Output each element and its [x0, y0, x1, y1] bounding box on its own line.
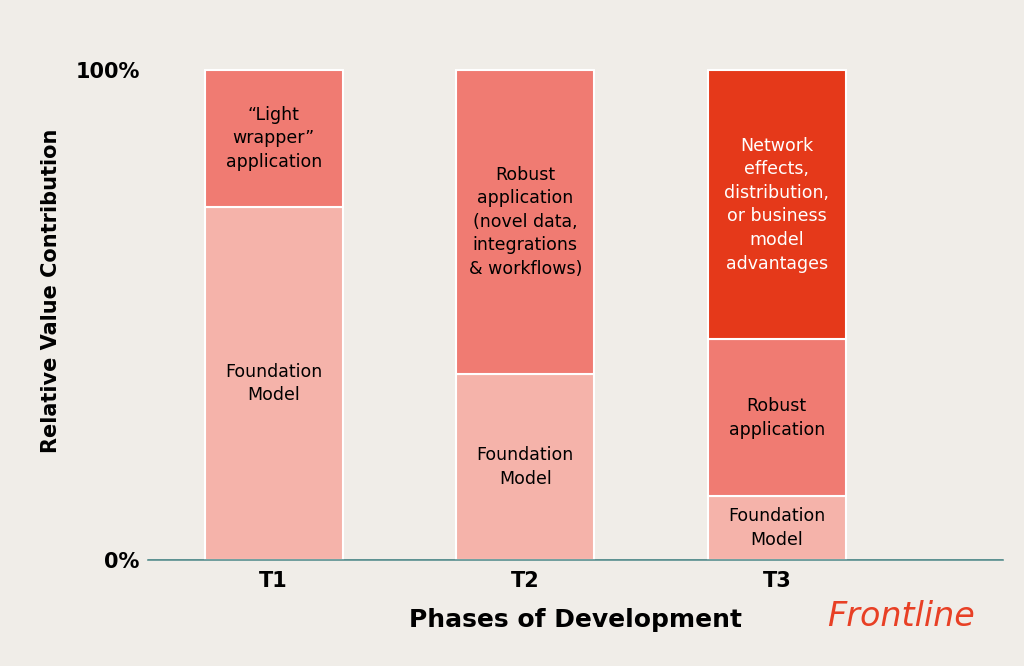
Bar — [456, 70, 594, 374]
Text: Frontline: Frontline — [827, 599, 975, 633]
Text: Foundation
Model: Foundation Model — [476, 446, 573, 488]
Bar — [205, 207, 343, 560]
Bar — [456, 374, 594, 560]
Bar — [708, 496, 846, 560]
Text: Network
effects,
distribution,
or business
model
advantages: Network effects, distribution, or busine… — [724, 137, 829, 272]
Y-axis label: Relative Value Contribution: Relative Value Contribution — [41, 129, 61, 453]
X-axis label: Phases of Development: Phases of Development — [409, 608, 742, 632]
Bar — [205, 70, 343, 207]
Bar — [708, 70, 846, 340]
Text: Foundation
Model: Foundation Model — [728, 507, 825, 549]
Text: “Light
wrapper”
application: “Light wrapper” application — [225, 106, 322, 171]
Text: Foundation
Model: Foundation Model — [225, 363, 323, 404]
Text: Robust
application: Robust application — [729, 397, 825, 439]
Text: Robust
application
(novel data,
integrations
& workflows): Robust application (novel data, integrat… — [469, 166, 582, 278]
Bar — [708, 340, 846, 496]
